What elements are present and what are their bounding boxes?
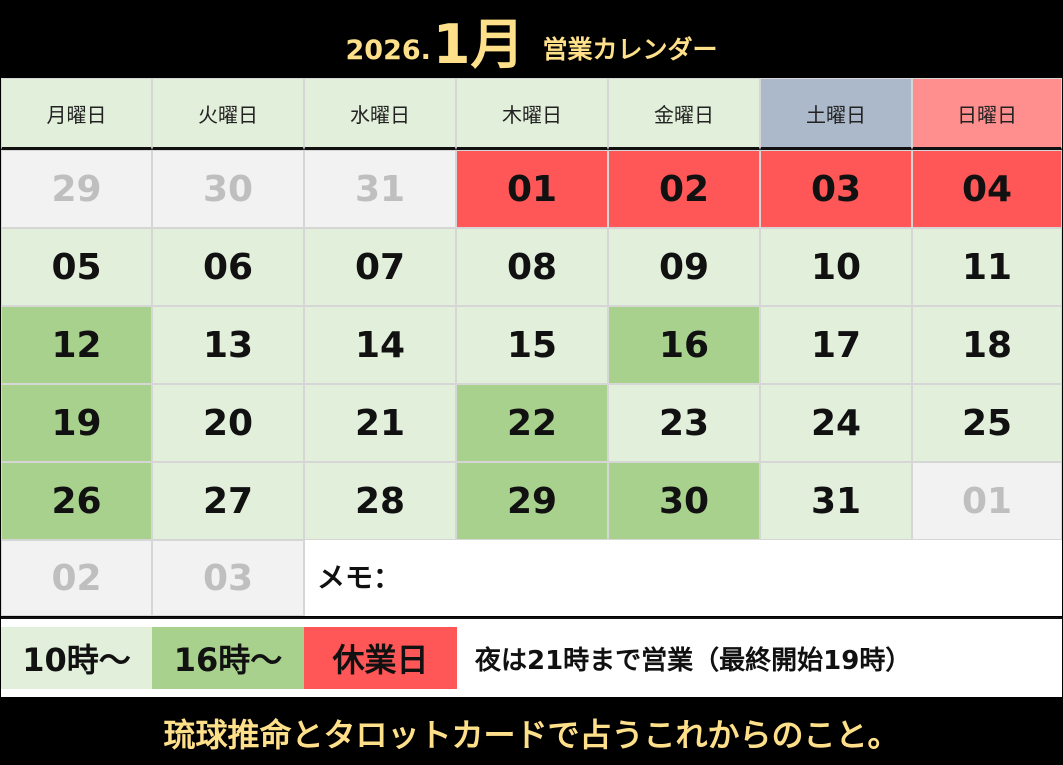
weekday-header-mon: 月曜日 [1,78,152,150]
weekday-header-tue: 火曜日 [152,78,304,150]
footer-tagline: 琉球推命とタロットカードで占うこれからのこと。 [163,715,900,754]
day-cell: 30 [152,150,304,228]
legend-normal-hours: 10時～ [1,627,152,689]
day-cell: 20 [152,384,304,462]
day-cell: 28 [304,462,456,540]
weekday-header-thu: 木曜日 [456,78,608,150]
day-cell: 29 [456,462,608,540]
day-cell: 03 [152,540,304,616]
day-cell: 29 [1,150,152,228]
day-cell: 13 [152,306,304,384]
day-cell: 15 [456,306,608,384]
title-suffix: 営業カレンダー [542,35,718,64]
day-cell: 06 [152,228,304,306]
weekday-header-sat: 土曜日 [760,78,912,150]
calendar-title: 2026. 1月 営業カレンダー [0,0,1063,78]
day-cell: 01 [456,150,608,228]
title-month: 1月 [432,13,525,76]
day-cell: 12 [1,306,152,384]
day-cell: 03 [760,150,912,228]
day-cell: 25 [912,384,1062,462]
day-cell: 27 [152,462,304,540]
day-cell: 16 [608,306,760,384]
day-cell: 17 [760,306,912,384]
title-year: 2026. [345,35,431,66]
day-cell: 18 [912,306,1062,384]
calendar-grid: メモ： 月曜日 火曜日 水曜日 木曜日 金曜日 土曜日 日曜日 29 30 31 01 02 03 04 0… [1,78,1062,616]
legend: 10時～ 16時～ 休業日 夜は21時まで営業（最終開始19時） [1,617,1062,697]
weekday-header-fri: 金曜日 [608,78,760,150]
day-cell: 31 [304,150,456,228]
day-cell: 22 [456,384,608,462]
day-cell: 14 [304,306,456,384]
day-cell: 01 [912,462,1062,540]
day-cell: 19 [1,384,152,462]
memo-label: メモ： [317,561,402,594]
day-cell: 24 [760,384,912,462]
day-cell: 30 [608,462,760,540]
day-cell: 10 [760,228,912,306]
day-cell: 21 [304,384,456,462]
day-cell: 11 [912,228,1062,306]
day-cell: 09 [608,228,760,306]
day-cell: 23 [608,384,760,462]
day-cell: 07 [304,228,456,306]
day-cell: 31 [760,462,912,540]
day-cell: 02 [1,540,152,616]
legend-late-start: 16時～ [152,627,304,689]
day-cell: 05 [1,228,152,306]
day-cell: 08 [456,228,608,306]
legend-closed-day: 休業日 [304,627,457,689]
day-cell: 26 [1,462,152,540]
day-cell: 02 [608,150,760,228]
day-cell: 04 [912,150,1062,228]
weekday-header-sun: 日曜日 [912,78,1062,150]
memo-area: メモ： [304,540,1062,616]
legend-note: 夜は21時まで営業（最終開始19時） [475,645,912,676]
weekday-header-wed: 水曜日 [304,78,456,150]
